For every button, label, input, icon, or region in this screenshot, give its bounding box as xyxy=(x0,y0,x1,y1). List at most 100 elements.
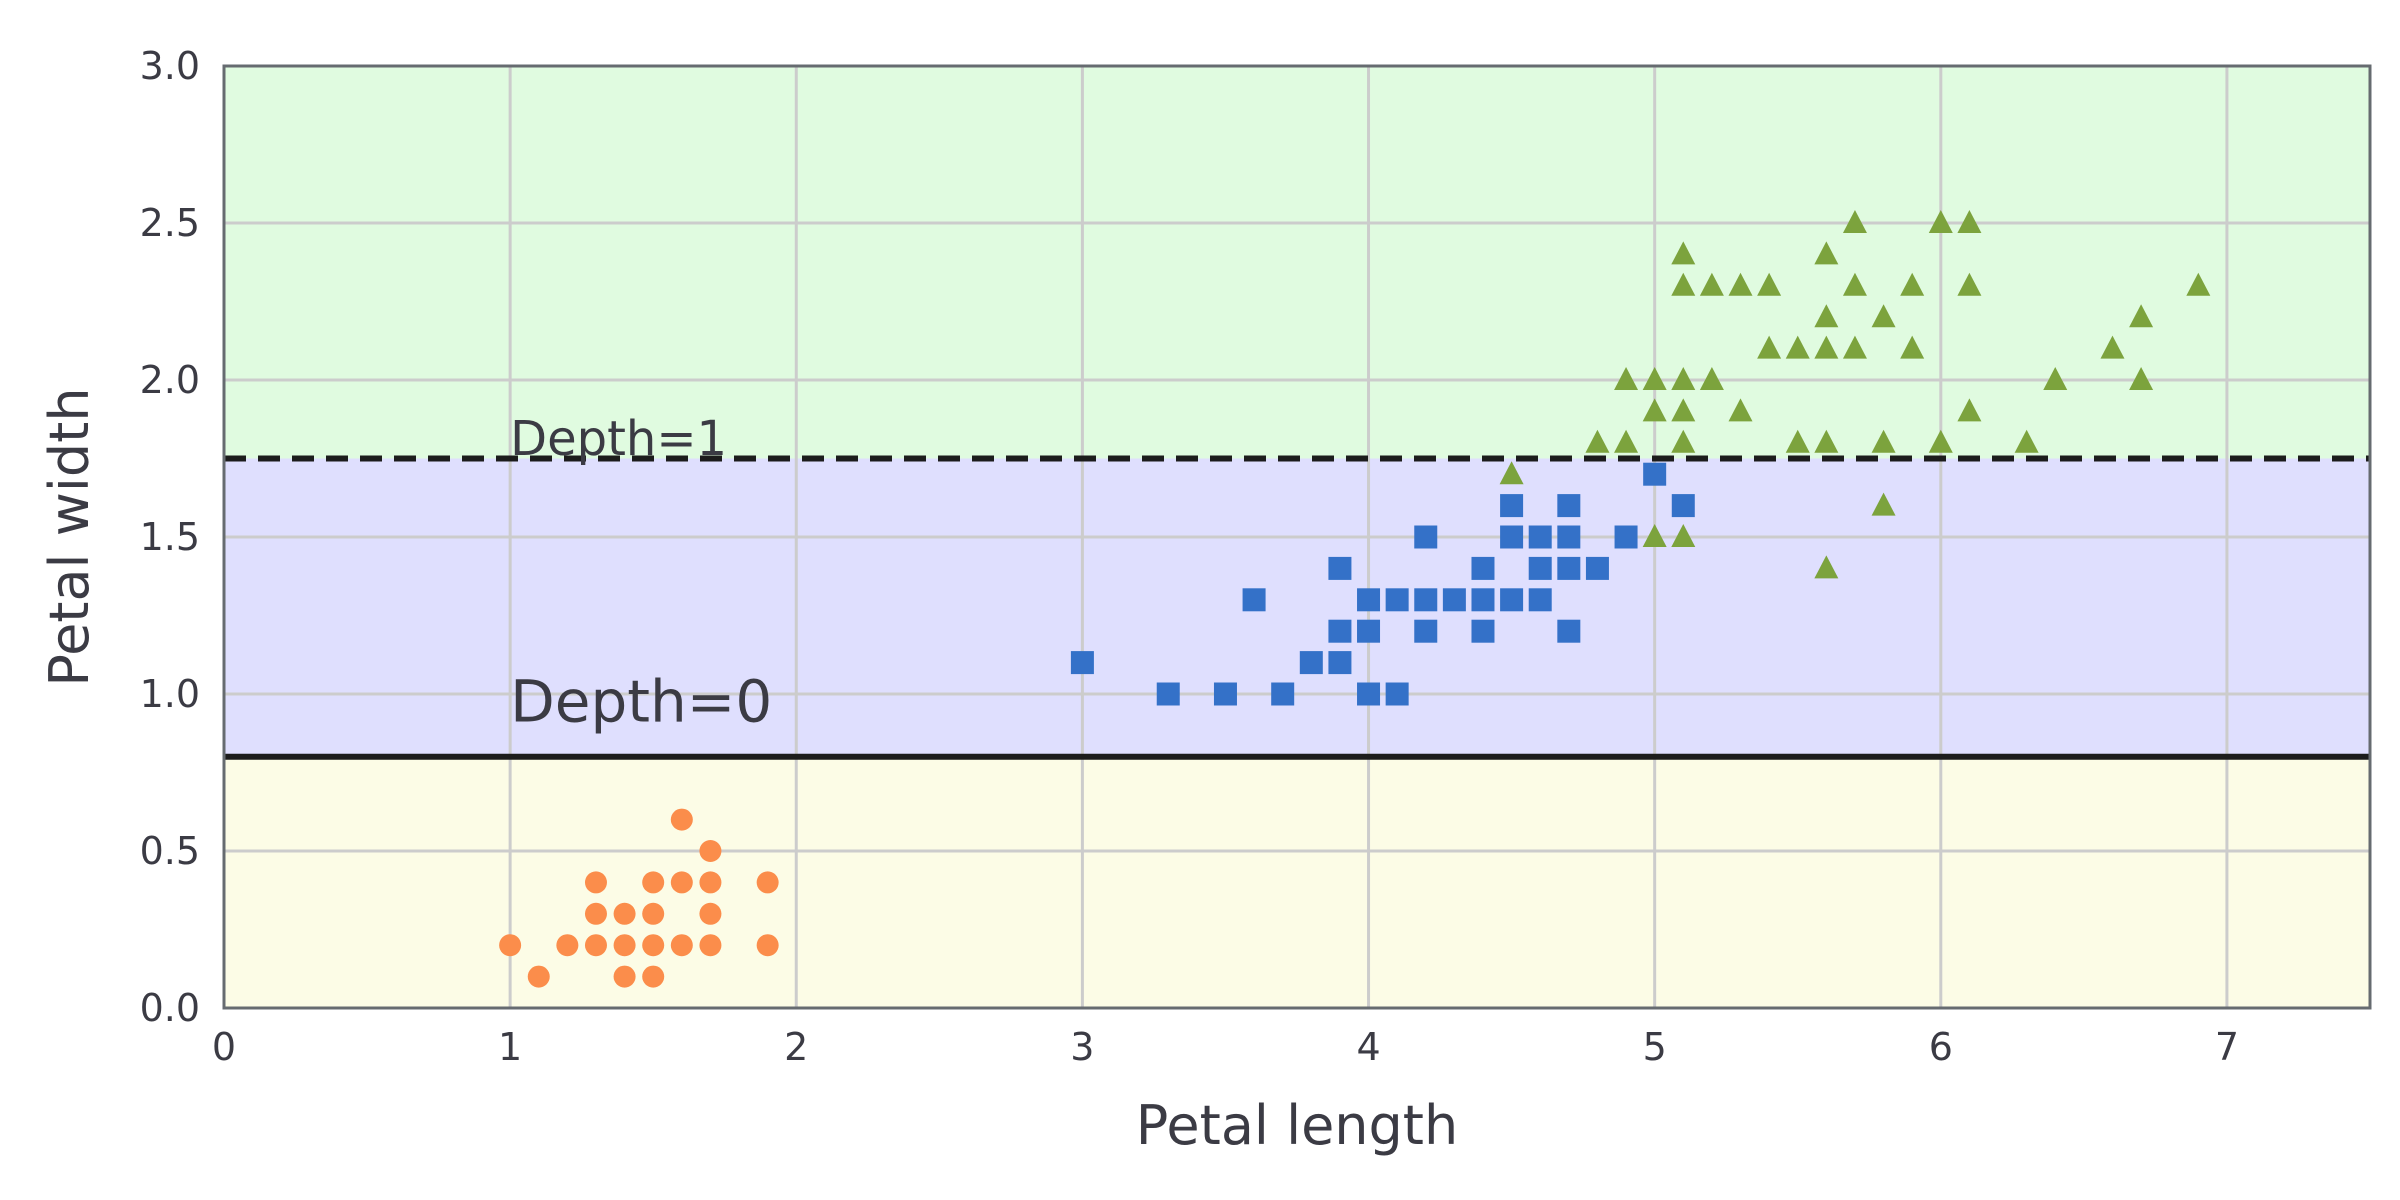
point-square xyxy=(1328,651,1352,675)
point-triangle xyxy=(1671,367,1696,390)
point-triangle xyxy=(1928,210,1953,233)
point-triangle xyxy=(2129,304,2154,328)
point-triangle xyxy=(1957,210,1982,233)
point-square xyxy=(1471,588,1495,612)
y-tick-labels: 0.0 0.5 1.0 1.5 2.0 2.5 3.0 xyxy=(140,44,200,1030)
point-square xyxy=(1528,556,1552,580)
point-circle xyxy=(699,871,722,894)
point-triangle xyxy=(1814,429,1839,453)
point-square xyxy=(1500,525,1524,549)
point-triangle xyxy=(1757,272,1782,296)
y-tick-label: 1.0 xyxy=(140,672,200,716)
point-triangle xyxy=(1671,241,1696,265)
x-tick-label: 3 xyxy=(1070,1025,1094,1069)
point-square xyxy=(1357,619,1381,643)
point-triangle xyxy=(1614,367,1639,390)
x-tick-label: 6 xyxy=(1929,1025,1953,1069)
y-tick-label: 1.5 xyxy=(140,515,200,559)
point-circle xyxy=(756,871,779,894)
annotation-depth-0: Depth=0 xyxy=(510,667,772,735)
point-square xyxy=(1557,525,1581,549)
point-triangle xyxy=(2014,429,2039,453)
point-triangle xyxy=(1928,429,1953,453)
annotation-depth-1: Depth=1 xyxy=(510,411,727,467)
point-triangle xyxy=(1814,304,1839,328)
point-square xyxy=(1328,619,1352,643)
point-triangle xyxy=(1900,272,1925,296)
point-triangle xyxy=(1785,335,1810,359)
point-square xyxy=(1299,651,1323,675)
point-square xyxy=(1357,588,1381,612)
point-circle xyxy=(613,965,636,988)
point-square xyxy=(1385,588,1409,612)
region-top xyxy=(224,66,2370,459)
point-triangle xyxy=(1671,272,1696,296)
point-square xyxy=(1414,525,1438,549)
point-triangle xyxy=(1699,367,1724,390)
point-square xyxy=(1500,494,1524,518)
plot-frame xyxy=(222,64,2372,1010)
x-tick-labels: 0 1 2 3 4 5 6 7 xyxy=(212,1025,2239,1069)
y-tick-label: 2.0 xyxy=(140,358,200,402)
point-circle xyxy=(642,934,665,957)
y-tick-label: 0.5 xyxy=(140,829,200,873)
point-triangle xyxy=(1871,492,1896,516)
point-circle xyxy=(670,808,693,831)
point-triangle xyxy=(1585,429,1610,453)
point-triangle xyxy=(1957,398,1982,422)
point-triangle xyxy=(2129,367,2154,390)
point-circle xyxy=(556,934,579,957)
x-tick-label: 5 xyxy=(1643,1025,1667,1069)
point-square xyxy=(1213,682,1237,706)
y-tick-label: 3.0 xyxy=(140,44,200,88)
point-triangle xyxy=(1642,367,1667,390)
point-triangle xyxy=(1814,335,1839,359)
point-triangle xyxy=(1757,335,1782,359)
point-triangle xyxy=(1842,272,1867,296)
point-circle xyxy=(527,965,550,988)
point-square xyxy=(1328,556,1352,580)
point-circle xyxy=(584,934,607,957)
y-tick-label: 0.0 xyxy=(140,986,200,1030)
point-square xyxy=(1442,588,1466,612)
point-circle xyxy=(613,934,636,957)
point-circle xyxy=(699,934,722,957)
point-square xyxy=(1156,682,1180,706)
x-axis-label: Petal length xyxy=(1136,1094,1458,1157)
point-square xyxy=(1385,682,1409,706)
region-middle xyxy=(224,458,2370,757)
point-triangle xyxy=(2186,272,2211,296)
y-axis-label: Petal width xyxy=(38,387,101,686)
point-triangle xyxy=(1814,555,1839,579)
point-circle xyxy=(699,902,722,925)
point-triangle xyxy=(1671,524,1696,547)
point-square xyxy=(1414,619,1438,643)
decision-regions xyxy=(224,66,2370,1008)
point-circle xyxy=(670,934,693,957)
decision-boundaries xyxy=(224,455,2370,760)
point-circle xyxy=(756,934,779,957)
data-points xyxy=(499,210,2211,988)
point-square xyxy=(1500,588,1524,612)
region-bottom xyxy=(224,756,2370,1008)
point-triangle xyxy=(1871,304,1896,328)
point-square xyxy=(1585,556,1609,580)
point-square xyxy=(1242,588,1266,612)
point-triangle xyxy=(1957,272,1982,296)
y-tick-label: 2.5 xyxy=(140,201,200,245)
x-tick-label: 0 xyxy=(212,1025,236,1069)
point-square xyxy=(1471,619,1495,643)
x-tick-label: 1 xyxy=(498,1025,522,1069)
point-triangle xyxy=(1699,272,1724,296)
point-circle xyxy=(699,840,722,862)
point-square xyxy=(1557,619,1581,643)
point-square xyxy=(1528,588,1552,612)
point-triangle xyxy=(2100,335,2125,359)
point-circle xyxy=(642,965,665,988)
point-triangle xyxy=(1614,429,1639,453)
point-circle xyxy=(499,934,522,957)
point-triangle xyxy=(1842,335,1867,359)
point-triangle xyxy=(2043,367,2068,390)
point-triangle xyxy=(1728,398,1753,422)
point-circle xyxy=(642,871,665,894)
